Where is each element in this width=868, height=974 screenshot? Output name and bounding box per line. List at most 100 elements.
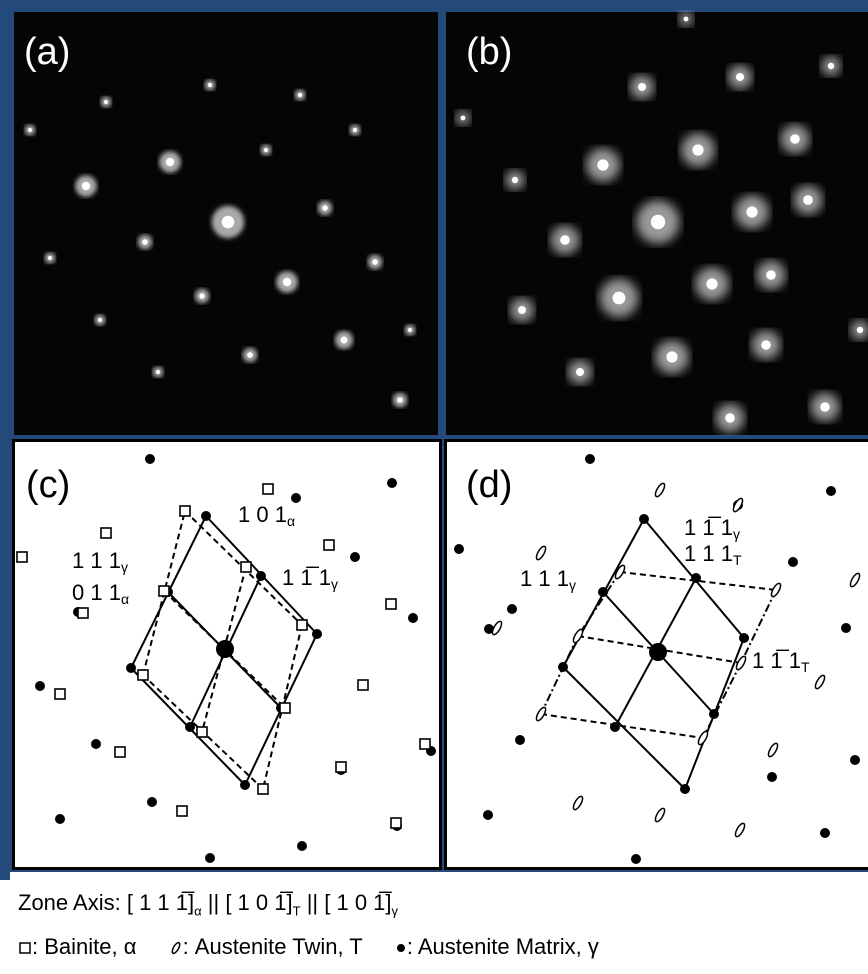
bainite-spot — [115, 747, 125, 757]
matrix-spot — [350, 552, 360, 562]
panel-label: (a) — [24, 31, 70, 73]
spot — [857, 327, 863, 333]
spot — [341, 337, 348, 344]
indices: 0 1 1 — [72, 580, 121, 605]
matrix-spot — [55, 814, 65, 824]
bainite-spot — [197, 727, 207, 737]
subscript: γ — [121, 559, 128, 575]
bainite-spot — [180, 506, 190, 516]
spot — [736, 73, 744, 81]
spot — [247, 352, 253, 358]
subscript: α — [287, 513, 295, 529]
matrix-spot — [585, 454, 595, 464]
subscript: γ — [331, 576, 338, 592]
separator: || — [208, 890, 219, 915]
spot — [222, 216, 235, 229]
legend-label: : Austenite Matrix, γ — [407, 934, 599, 959]
bainite-spot — [324, 540, 334, 550]
indices: 1 1̅ 1 — [684, 515, 733, 540]
spot — [353, 128, 357, 132]
bainite-spot — [177, 806, 187, 816]
subscript: γ — [569, 577, 576, 593]
matrix-spot — [312, 629, 322, 639]
index-label: 1 1̅ 1γ — [282, 565, 338, 592]
indices: 1 1̅ 1 — [282, 565, 331, 590]
matrix-spot — [680, 784, 690, 794]
spot — [651, 215, 665, 229]
index-label: 1 1 1γ — [520, 566, 576, 593]
spot — [576, 368, 584, 376]
index-label: 1 1̅ 1γ — [684, 515, 740, 542]
spot — [98, 318, 102, 322]
bainite-spot — [78, 608, 88, 618]
spot — [397, 397, 403, 403]
separator: || — [307, 890, 318, 915]
spot — [684, 17, 689, 22]
matrix-spot — [598, 587, 608, 597]
legend-item: : Austenite Twin, T — [169, 934, 363, 959]
matrix-spot — [256, 571, 266, 581]
matrix-spot — [558, 662, 568, 672]
matrix-spot — [507, 604, 517, 614]
matrix-spot — [820, 828, 830, 838]
bainite-spot — [263, 484, 273, 494]
zone-axis-label: Zone Axis: — [18, 890, 121, 915]
legend: : Bainite, α : Austenite Twin, T : Auste… — [18, 934, 625, 960]
spot — [408, 328, 412, 332]
matrix-spot — [240, 780, 250, 790]
bainite-spot — [336, 762, 346, 772]
bainite-spot — [159, 586, 169, 596]
indices: 1 0 1 — [238, 502, 287, 527]
spot — [298, 93, 302, 97]
indices: 1 1 1 — [684, 541, 733, 566]
indices: [ 1 1 1̅] — [127, 890, 194, 915]
indices: [ 1 0 1̅] — [324, 890, 391, 915]
matrix-spot — [454, 544, 464, 554]
matrix-spot — [205, 853, 215, 863]
subscript: T — [293, 903, 301, 918]
spot — [638, 83, 646, 91]
subscript: T — [733, 552, 742, 568]
bainite-spot — [17, 552, 27, 562]
indices: 1 1 1 — [72, 548, 121, 573]
matrix-spot — [841, 623, 851, 633]
spot — [761, 340, 771, 350]
matrix-spot — [483, 810, 493, 820]
spot — [560, 235, 570, 245]
spot — [828, 63, 834, 69]
dot-symbol — [395, 942, 407, 954]
spot — [613, 292, 626, 305]
subscript: T — [801, 659, 810, 675]
matrix-spot — [185, 722, 195, 732]
spot — [283, 278, 291, 286]
bainite-spot — [391, 818, 401, 828]
matrix-spot — [147, 797, 157, 807]
legend-label: : Bainite, α — [32, 934, 136, 959]
matrix-spot — [631, 854, 641, 864]
subscript: α — [194, 903, 202, 918]
matrix-spot — [709, 709, 719, 719]
matrix-spot — [145, 454, 155, 464]
matrix-spot — [610, 722, 620, 732]
legend-item: : Austenite Matrix, γ — [395, 934, 599, 959]
matrix-spot — [739, 633, 749, 643]
spot — [208, 83, 212, 87]
matrix-spot — [649, 643, 667, 661]
matrix-spot — [788, 557, 798, 567]
bainite-spot — [101, 528, 111, 538]
index-label: 0 1 1α — [72, 580, 129, 607]
spot — [166, 158, 174, 166]
bainite-spot — [420, 739, 430, 749]
spot — [48, 256, 52, 260]
figure-panels: (a) (b) (c) (d) 1 0 1α 1 1 1γ 0 1 1α 1 1… — [0, 0, 868, 880]
spot — [597, 159, 608, 170]
zone-axis: Zone Axis: [ 1 1 1̅]α || [ 1 0 1̅]T || [… — [18, 890, 398, 918]
spot — [790, 134, 800, 144]
spot — [322, 205, 328, 211]
matrix-spot — [408, 613, 418, 623]
panel-label: (d) — [466, 464, 512, 506]
spot — [372, 259, 378, 265]
index-label: 1 0 1α — [238, 502, 295, 529]
figure: (a) (b) (c) (d) 1 0 1α 1 1 1γ 0 1 1α 1 1… — [0, 0, 868, 974]
spot — [461, 116, 466, 121]
